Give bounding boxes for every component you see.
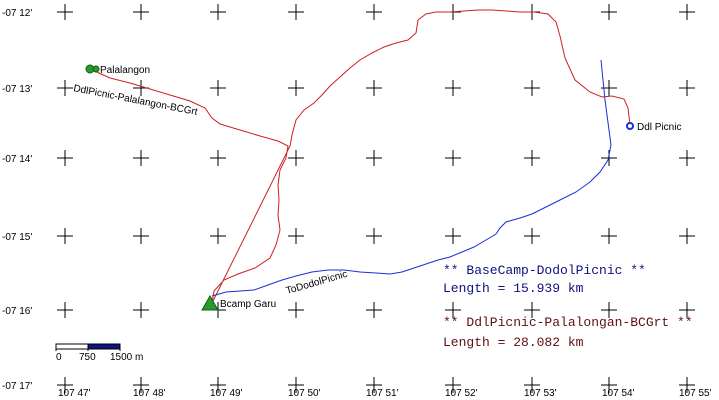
lon-label-52: 107 52' [445, 388, 478, 399]
ddl-picnic-marker-icon [626, 122, 634, 130]
scale-bar-segment-2 [87, 343, 121, 350]
lon-label-53: 107 53' [524, 388, 557, 399]
ddl-picnic-label: Ddl Picnic [637, 122, 681, 133]
grid-marks [57, 4, 695, 393]
scale-label-0: 0 [56, 352, 62, 363]
lat-label-14: -07 14' [2, 154, 32, 165]
lat-label-16: -07 16' [2, 306, 32, 317]
legend-red-title: ** DdlPicnic-Palalongan-BCGrt ** [443, 315, 693, 330]
scale-bar: 0 750 1500 m [55, 343, 143, 363]
lon-label-55: 107 55' [679, 388, 712, 399]
tent-icon [201, 294, 219, 311]
red-route-line[interactable] [89, 9, 631, 304]
lon-label-54: 107 54' [602, 388, 635, 399]
scale-label-end: 1500 m [110, 352, 143, 363]
legend-blue-length: Length = 15.939 km [443, 281, 584, 296]
lon-label-47: 107 47' [58, 388, 91, 399]
palalangon-marker-icon-2 [92, 65, 100, 73]
lon-label-49: 107 49' [210, 388, 243, 399]
legend-blue-title: ** BaseCamp-DodolPicnic ** [443, 263, 646, 278]
lat-label-13: -07 13' [2, 84, 32, 95]
lon-label-51: 107 51' [366, 388, 399, 399]
bcamp-garu-label: Bcamp Garu [220, 299, 276, 310]
scale-bar-segment-1 [55, 343, 89, 350]
palalangon-label: Palalangon [100, 65, 150, 76]
lat-label-15: -07 15' [2, 232, 32, 243]
legend-red-length: Length = 28.082 km [443, 335, 584, 350]
waypoint-ddl-picnic[interactable]: Ddl Picnic [626, 122, 681, 133]
lon-label-48: 107 48' [133, 388, 166, 399]
lon-label-50: 107 50' [288, 388, 321, 399]
blue-route-line[interactable] [211, 59, 612, 297]
lat-label-12: -07 12' [2, 8, 32, 19]
blue-route-label: ToDodolPicnic [285, 269, 349, 297]
lat-label-17: -07 17' [2, 381, 32, 392]
scale-label-mid: 750 [79, 352, 96, 363]
waypoint-bcamp-garu[interactable]: Bcamp Garu [201, 294, 276, 311]
waypoint-palalangon[interactable]: Palalangon [85, 64, 150, 76]
